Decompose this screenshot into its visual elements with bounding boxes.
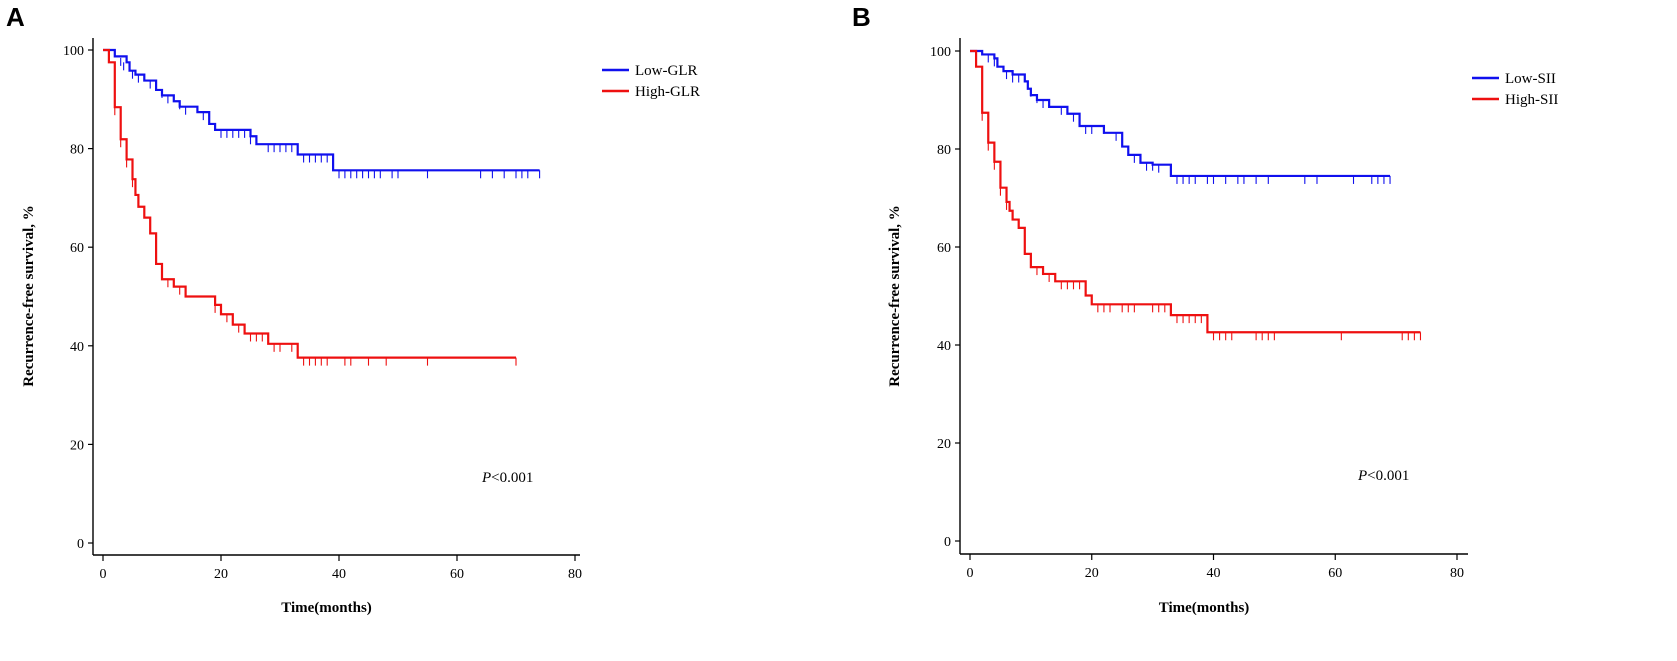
y-tick-label: 100: [930, 45, 951, 60]
x-tick-label: 60: [1328, 566, 1342, 581]
legend-label: Low-SII: [1505, 71, 1556, 87]
x-tick-label: 20: [214, 567, 228, 582]
y-axis-title: Recurrence-free survival, %: [21, 205, 37, 386]
y-tick-label: 0: [944, 535, 951, 550]
x-tick-label: 0: [967, 566, 974, 581]
survival-curve: [103, 48, 540, 172]
chart-panel-b: B 0 20 40 60 80 100 0 20 40 60 80 Time(months) Recur…: [838, 0, 1676, 661]
x-tick-label: 40: [332, 567, 346, 582]
y-tick-label: 40: [70, 340, 84, 355]
y-tick-label: 20: [937, 437, 951, 452]
km-chart-b: 0 20 40 60 80 100 0 20 40 60 80 Time(months) Recurre…: [887, 38, 1558, 616]
y-tick-label: 40: [937, 339, 951, 354]
legend-label: High-GLR: [635, 84, 700, 100]
p-value-text: <0.001: [1367, 468, 1410, 484]
x-tick-label: 80: [568, 567, 582, 582]
series-low-sii: [970, 49, 1391, 184]
x-tick-label: 0: [100, 567, 107, 582]
legend-label: Low-GLR: [635, 63, 698, 79]
p-italic: P: [482, 470, 492, 486]
km-chart-a: 0 20 40 60 80 100 0 20 40 60 80 Time(months) Recurre…: [21, 38, 700, 616]
survival-curve: [970, 49, 1421, 334]
survival-curve: [970, 49, 1391, 178]
y-tick-label: 20: [70, 438, 84, 453]
series-high-glr: [103, 48, 517, 366]
legend-label: High-SII: [1505, 92, 1558, 108]
p-italic: P: [1358, 468, 1368, 484]
series-high-sii: [970, 49, 1422, 341]
y-tick-label: 80: [70, 143, 84, 158]
x-tick-label: 80: [1450, 566, 1464, 581]
y-axis-title: Recurrence-free survival, %: [887, 205, 903, 386]
y-tick-label: 60: [70, 241, 84, 256]
x-axis-title: Time(months): [1159, 600, 1250, 616]
chart-panel-a: A 0 20 40 60 80 100 0 20 40 60 80 Time(months) Recur…: [0, 0, 838, 661]
series-low-glr: [103, 48, 541, 179]
x-axis-title: Time(months): [281, 600, 372, 616]
y-tick-label: 60: [937, 241, 951, 256]
p-value-annotation: P<0.001: [482, 470, 533, 487]
panel-label: A: [6, 2, 25, 32]
x-tick-label: 40: [1207, 566, 1221, 581]
x-tick-label: 60: [450, 567, 464, 582]
y-tick-label: 0: [77, 537, 84, 552]
y-tick-label: 100: [63, 44, 84, 59]
y-tick-label: 80: [937, 143, 951, 158]
panel-label: B: [852, 2, 871, 32]
p-value-annotation: P<0.001: [1358, 468, 1409, 485]
p-value-text: <0.001: [491, 470, 534, 486]
x-tick-label: 20: [1085, 566, 1099, 581]
